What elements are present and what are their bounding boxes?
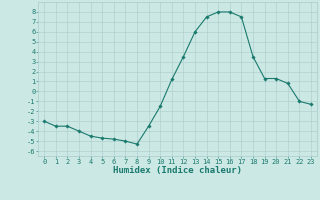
X-axis label: Humidex (Indice chaleur): Humidex (Indice chaleur) (113, 166, 242, 175)
